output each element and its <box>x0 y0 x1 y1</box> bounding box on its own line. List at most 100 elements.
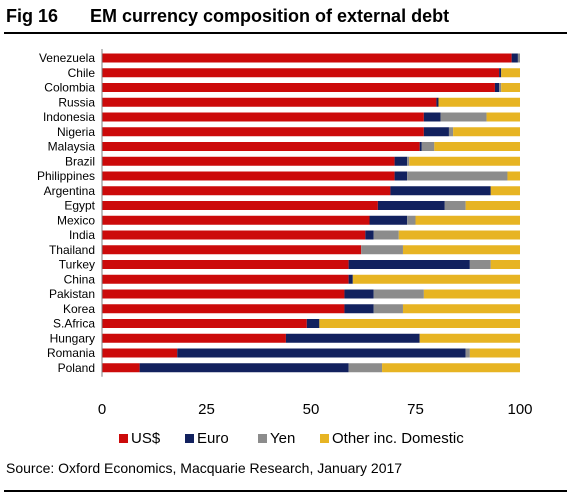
category-label-chile: Chile <box>68 66 96 80</box>
x-tick-label: 75 <box>407 401 424 418</box>
bar-mexico-other-inc-domestic <box>415 215 520 225</box>
bar-brazil-euro <box>394 156 408 166</box>
bar-china-euro <box>348 274 353 284</box>
category-label-brazil: Brazil <box>65 154 95 168</box>
bar-venezuela-us <box>102 53 512 63</box>
bar-thailand-yen <box>361 245 403 255</box>
bar-poland-euro <box>139 363 349 373</box>
category-label-turkey: Turkey <box>59 258 95 272</box>
bar-philippines-yen <box>407 171 508 181</box>
bar-s-africa-euro <box>306 319 320 328</box>
bar-nigeria-yen <box>448 127 454 137</box>
bar-pakistan-euro <box>344 289 374 299</box>
bar-turkey-yen <box>469 260 491 269</box>
legend-label-us: US$ <box>131 430 161 447</box>
bar-venezuela-euro <box>511 53 518 63</box>
bar-russia-us <box>102 97 437 107</box>
bar-brazil-other-inc-domestic <box>409 156 520 166</box>
figure-title: Fig 16 EM currency composition of externa… <box>6 6 449 27</box>
bar-korea-us <box>102 304 345 314</box>
category-label-argentina: Argentina <box>44 184 96 198</box>
category-label-venezuela: Venezuela <box>39 51 95 65</box>
category-label-egypt: Egypt <box>64 199 95 213</box>
legend-label-euro: Euro <box>197 430 229 447</box>
bar-s-africa-us <box>102 319 307 328</box>
legend-swatch-yen <box>258 434 267 443</box>
bar-chile-euro <box>499 68 502 78</box>
category-label-russia: Russia <box>58 95 95 109</box>
category-label-romania: Romania <box>47 346 95 360</box>
bar-pakistan-other-inc-domestic <box>423 289 520 299</box>
category-label-philippines: Philippines <box>37 169 95 183</box>
bar-chile-other-inc-domestic <box>501 68 520 78</box>
bar-philippines-other-inc-domestic <box>507 171 520 181</box>
category-label-indonesia: Indonesia <box>43 110 95 124</box>
legend-label-other-inc-domestic: Other inc. Domestic <box>332 430 464 447</box>
x-axis: 0 25 50 75 100 <box>98 49 533 418</box>
bar-china-us <box>102 274 349 284</box>
top-rule <box>4 32 567 34</box>
category-label-india: India <box>69 228 95 242</box>
category-labels: VenezuelaChileColombiaRussiaIndonesiaNig… <box>37 51 96 375</box>
bar-colombia-yen <box>499 83 502 92</box>
bar-colombia-euro <box>494 83 500 92</box>
bar-indonesia-us <box>102 112 424 122</box>
bar-hungary-other-inc-domestic <box>419 333 520 343</box>
bars-layer <box>102 53 520 373</box>
bar-colombia-other-inc-domestic <box>501 83 520 92</box>
bar-malaysia-yen <box>421 142 435 151</box>
category-label-thailand: Thailand <box>49 243 95 257</box>
bar-brazil-us <box>102 156 395 166</box>
category-label-malaysia: Malaysia <box>48 140 96 154</box>
bar-brazil-yen <box>407 156 410 166</box>
bar-thailand-us <box>102 245 362 255</box>
bar-poland-us <box>102 363 140 373</box>
bar-poland-yen <box>348 363 383 373</box>
bar-egypt-other-inc-domestic <box>465 201 520 210</box>
bar-korea-other-inc-domestic <box>402 304 520 314</box>
bar-indonesia-yen <box>440 112 487 122</box>
x-tick-label: 50 <box>303 401 320 418</box>
bar-romania-other-inc-domestic <box>469 348 520 358</box>
legend-label-yen: Yen <box>270 430 295 447</box>
category-label-mexico: Mexico <box>57 213 95 227</box>
bar-colombia-us <box>102 83 495 92</box>
category-label-s-africa: S.Africa <box>53 317 95 331</box>
bar-malaysia-us <box>102 142 420 151</box>
bar-hungary-euro <box>285 333 420 343</box>
bar-pakistan-yen <box>373 289 424 299</box>
figure-number: Fig 16 <box>6 6 59 26</box>
stacked-bar-chart: VenezuelaChileColombiaRussiaIndonesiaNig… <box>37 49 533 447</box>
bar-turkey-other-inc-domestic <box>490 260 520 269</box>
bar-turkey-us <box>102 260 349 269</box>
bar-argentina-other-inc-domestic <box>490 186 520 196</box>
bar-egypt-euro <box>377 201 445 210</box>
bar-korea-yen <box>373 304 403 314</box>
bar-mexico-us <box>102 215 370 225</box>
bar-india-yen <box>373 230 399 240</box>
bar-russia-other-inc-domestic <box>438 97 520 107</box>
bar-russia-euro <box>436 97 439 107</box>
category-label-korea: Korea <box>63 302 95 316</box>
bar-nigeria-us <box>102 127 424 137</box>
bar-hungary-us <box>102 333 286 343</box>
bar-argentina-us <box>102 186 391 196</box>
bar-turkey-euro <box>348 260 470 269</box>
x-tick-label: 100 <box>507 401 532 418</box>
category-label-poland: Poland <box>58 361 95 375</box>
bottom-rule <box>4 490 567 492</box>
bar-korea-euro <box>344 304 374 314</box>
chart-title: EM currency composition of external debt <box>90 6 450 26</box>
category-label-colombia: Colombia <box>44 81 95 95</box>
source-note: Source: Oxford Economics, Macquarie Rese… <box>6 460 403 476</box>
bar-india-euro <box>365 230 374 240</box>
bar-pakistan-us <box>102 289 345 299</box>
legend-swatch-euro <box>185 434 194 443</box>
bar-india-us <box>102 230 366 240</box>
bar-thailand-other-inc-domestic <box>402 245 520 255</box>
bar-malaysia-other-inc-domestic <box>434 142 520 151</box>
bar-china-other-inc-domestic <box>352 274 520 284</box>
x-tick-label: 25 <box>198 401 215 418</box>
x-tick-label: 0 <box>98 401 106 418</box>
category-label-hungary: Hungary <box>50 331 95 345</box>
